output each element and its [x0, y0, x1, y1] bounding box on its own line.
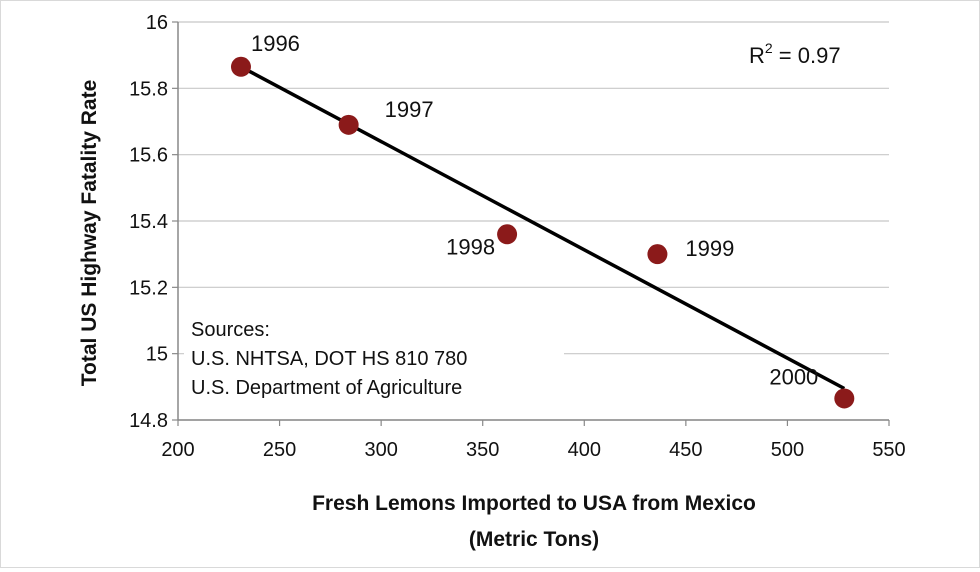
x-tick-label-2: 300: [364, 439, 397, 461]
r-squared-label: R2 = 0.97: [749, 40, 841, 68]
x-tick-label-7: 550: [872, 439, 905, 461]
x-tick-label-5: 450: [669, 439, 702, 461]
y-tick-label-2: 15.2: [129, 277, 168, 299]
x-axis-ticks: 200 250 300 350 400 450 500 550: [161, 420, 906, 461]
point-label-1999: 1999: [685, 236, 734, 261]
point-label-1997: 1997: [385, 97, 434, 122]
x-tick-label-4: 400: [568, 439, 601, 461]
x-tick-label-3: 350: [466, 439, 499, 461]
x-tick-label-6: 500: [771, 439, 804, 461]
data-point-1996: [230, 56, 251, 77]
x-tick-label-0: 200: [161, 439, 194, 461]
y-tick-label-4: 15.6: [129, 145, 168, 167]
sources-line-nhtsa: U.S. NHTSA, DOT HS 810 780: [191, 348, 467, 370]
y-axis-ticks: 14.8 15 15.2 15.4 15.6 15.8 16: [129, 12, 178, 432]
x-tick-label-1: 250: [263, 439, 296, 461]
y-tick-label-0: 14.8: [129, 410, 168, 432]
data-points: 1996 1997 1998 1999 2000: [230, 31, 855, 409]
sources-line-usda: U.S. Department of Agriculture: [191, 377, 462, 399]
x-axis-title-line1: Fresh Lemons Imported to USA from Mexico: [312, 492, 756, 515]
sources-heading: Sources:: [191, 319, 270, 341]
data-point-1997: [338, 114, 359, 135]
y-tick-label-5: 15.8: [129, 78, 168, 100]
data-point-2000: [834, 388, 855, 409]
point-label-1998: 1998: [446, 234, 495, 259]
point-label-2000: 2000: [769, 364, 818, 389]
point-label-1996: 1996: [251, 31, 300, 56]
sources-background: [184, 315, 564, 405]
y-axis-title: Total US Highway Fatality Rate: [78, 80, 101, 387]
data-point-1998: [497, 224, 518, 245]
y-tick-label-6: 16: [146, 12, 168, 34]
x-axis-title-line2: (Metric Tons): [469, 528, 599, 551]
data-point-1999: [647, 244, 668, 265]
y-tick-label-3: 15.4: [129, 211, 168, 233]
y-tick-label-1: 15: [146, 344, 168, 366]
